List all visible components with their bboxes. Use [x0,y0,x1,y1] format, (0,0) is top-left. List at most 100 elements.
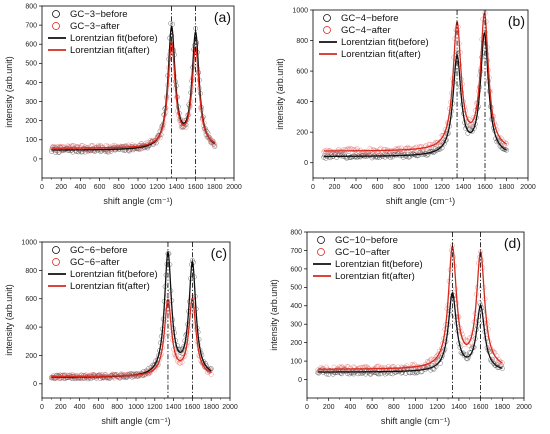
data-point [502,140,508,146]
x-tick-label: 800 [113,184,125,191]
data-point [322,153,328,158]
data-point [439,355,444,361]
legend-entry: Lorentzian fit(after) [341,49,421,60]
legend-entry: Lorentzian fit(after) [70,281,150,292]
panel-label: (d) [504,235,521,251]
legend-marker [52,246,60,254]
y-axis-title: intensity (arb.unit) [4,56,14,128]
data-point [103,142,109,148]
y-tick-label: 400 [296,99,308,106]
x-tick-label: 800 [111,404,123,411]
data-point [435,351,441,357]
data-point [346,368,352,373]
x-tick-label: 800 [388,404,400,411]
chart-panel-0: 0 200 400 600 800 1000 1200 1400 1600 1800 2000 0 10… [4,3,242,206]
data-point [95,372,101,378]
legend-entry: Lorentzian fit(before) [70,269,158,280]
data-point [410,363,416,368]
x-tick-label: 600 [372,184,384,191]
data-point [324,147,330,153]
data-area [49,21,218,155]
x-tick-label: 1600 [477,184,493,191]
y-tick-label: 100 [25,137,37,144]
y-tick-label: 800 [290,229,302,236]
x-tick-label: 1400 [456,184,472,191]
data-point [57,144,63,150]
y-tick-label: 600 [290,266,302,273]
data-point [492,362,498,368]
y-tick-label: 0 [33,381,37,388]
y-tick-label: 400 [290,303,302,310]
data-point [497,359,503,365]
chart-panel-3: 0 200 400 600 800 1000 1200 1400 1600 1800 2000 0 10… [269,229,532,426]
data-point [363,364,369,370]
data-point [125,371,130,377]
legend-marker [317,236,325,244]
x-tick-label: 800 [393,184,405,191]
legend-entry: GC−6−after [70,257,120,268]
y-tick-label: 300 [290,322,302,329]
legend-marker [52,22,60,30]
x-tick-label: 600 [93,404,105,411]
chart-panel-2: 0 200 400 600 800 1000 1200 1400 1600 1800 2000020… [4,239,238,426]
legend-entry: Lorentzian fit(before) [341,37,429,48]
legend-entry: Lorentzian fit(after) [335,271,415,282]
legend-marker [317,248,325,256]
data-point [363,149,369,154]
x-axis-title: shift angle (cm⁻¹) [101,416,170,426]
y-tick-label: 200 [25,353,37,360]
data-point [183,124,189,130]
y-tick-label: 200 [296,130,308,137]
data-area [315,243,505,377]
data-point [341,149,347,154]
x-axis-title: shift angle (cm⁻¹) [381,416,450,426]
y-tick-label: 600 [296,68,308,75]
x-tick-label: 400 [350,184,362,191]
legend-entry: GC−3−after [70,21,120,32]
data-point [432,356,438,362]
legend-entry: GC−3−before [70,9,128,20]
data-point [152,138,158,143]
y-axis-title: intensity (arb.unit) [4,284,14,356]
data-point [504,141,509,146]
x-tick-label: 1000 [408,404,424,411]
data-point [170,21,175,27]
data-point [500,146,506,152]
data-point [212,144,218,149]
x-tick-label: 1000 [128,404,144,411]
legend-marker [323,26,331,34]
data-point [390,148,395,154]
data-point [333,150,339,155]
data-point [122,372,128,378]
y-tick-label: 100 [290,359,302,366]
data-point [153,137,159,143]
data-point [393,369,399,375]
x-tick-label: 1800 [203,404,219,411]
data-point [393,146,399,152]
data-point [90,375,96,381]
x-tick-label: 1400 [451,404,467,411]
data-point [66,144,72,150]
chart-panel-1: 0 200 400 600 800 1000 1200 1400 1600 1800 2000 0 20… [275,7,536,206]
legend-entry: GC−10−after [335,247,390,258]
data-point [155,362,161,368]
data-point [61,373,67,379]
y-tick-label: 800 [25,3,37,10]
x-axis-title: shift angle (cm⁻¹) [103,196,172,206]
y-tick-label: 500 [290,285,302,292]
data-point [329,150,335,155]
y-tick-label: 400 [25,80,37,87]
data-area [321,10,509,161]
data-point [502,146,508,152]
series-line [323,31,507,158]
x-tick-label: 400 [74,404,86,411]
x-tick-label: 0 [311,184,315,191]
legend-entry: Lorentzian fit(before) [70,33,158,44]
x-tick-label: 200 [55,184,67,191]
x-tick-label: 1200 [147,404,163,411]
y-tick-label: 200 [25,118,37,125]
x-tick-label: 200 [329,184,341,191]
data-point [53,144,58,150]
x-tick-label: 1800 [495,404,511,411]
legend-marker [52,258,60,266]
